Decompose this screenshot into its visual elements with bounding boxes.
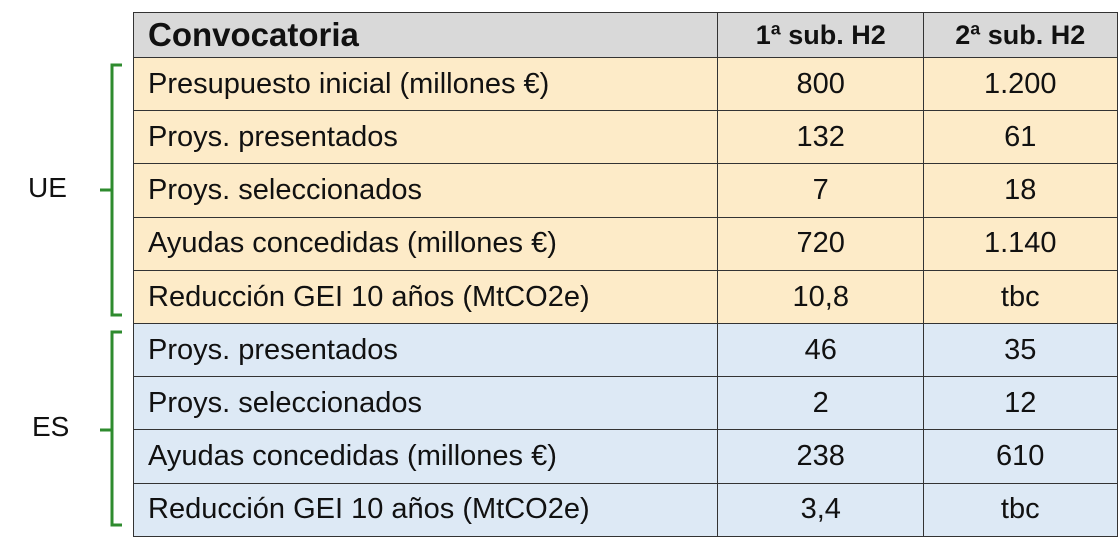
value-cell: 720 — [717, 216, 925, 272]
value-cell: 10,8 — [717, 269, 925, 325]
value-cell: tbc — [923, 482, 1118, 538]
group-label: UE — [28, 172, 67, 203]
row-label: Proys. presentados — [133, 110, 719, 165]
row-label: Proys. seleccionados — [133, 163, 719, 219]
value-cell: 238 — [717, 429, 925, 485]
value-cell: 800 — [717, 57, 925, 112]
value-cell: 46 — [717, 323, 925, 378]
row-label: Ayudas concedidas (millones €) — [133, 429, 719, 485]
es-bracket — [100, 330, 122, 527]
value-cell: 132 — [717, 110, 925, 165]
value-cell: 12 — [923, 376, 1118, 431]
value-cell: 3,4 — [717, 482, 925, 538]
value-cell: 1.140 — [923, 216, 1118, 272]
row-label: Proys. seleccionados — [133, 376, 719, 431]
value-cell: 18 — [923, 163, 1118, 219]
value-cell: 61 — [923, 110, 1118, 165]
value-cell: 35 — [923, 323, 1118, 378]
value-cell: 610 — [923, 429, 1118, 485]
header-cell: Convocatoria — [133, 12, 719, 59]
value-cell: 1.200 — [923, 57, 1118, 112]
ue-bracket — [100, 63, 122, 317]
group-label: ES — [32, 411, 70, 443]
header-cell: 1ª sub. H2 — [717, 12, 925, 59]
row-label: Proys. presentados — [133, 323, 719, 378]
header-cell: 2ª sub. H2 — [923, 12, 1118, 59]
row-label: Ayudas concedidas (millones €) — [133, 216, 719, 272]
value-cell: 7 — [717, 163, 925, 219]
row-label: Presupuesto inicial (millones €) — [133, 57, 719, 112]
value-cell: 2 — [717, 376, 925, 431]
row-label: Reducción GEI 10 años (MtCO2e) — [133, 482, 719, 538]
row-label: Reducción GEI 10 años (MtCO2e) — [133, 269, 719, 325]
value-cell: tbc — [923, 269, 1118, 325]
